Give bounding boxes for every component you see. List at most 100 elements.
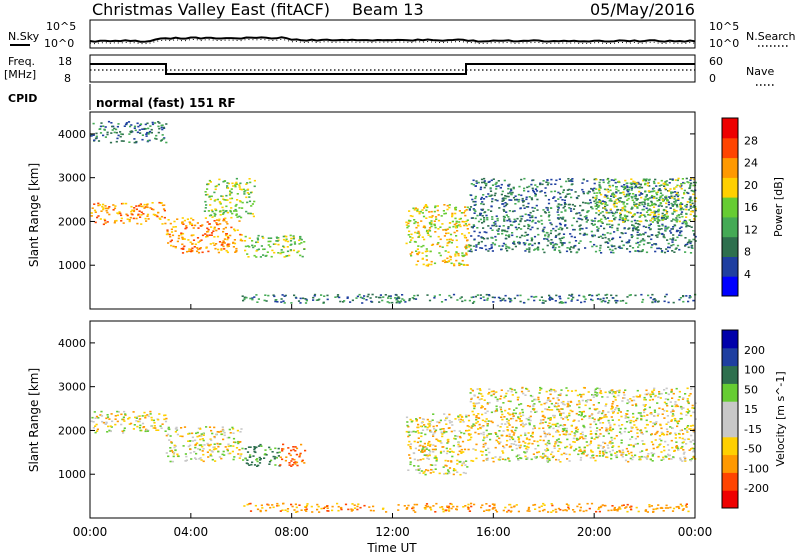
power-cells-cell-1: [92, 134, 95, 136]
power-cells-cell-5: [433, 223, 436, 226]
power-cells-cell-7: [638, 220, 641, 223]
power-cells-cell-7: [624, 215, 627, 217]
vel-cells-cell-5: [526, 456, 529, 459]
vel-cells-cell-5: [667, 398, 670, 401]
power-cells-cell-5: [466, 228, 469, 230]
vel-cells-cell-5: [569, 447, 572, 449]
power-cells-cell-2: [227, 237, 230, 239]
vel-cells-cell-1: [227, 443, 230, 446]
vel-cells-cell-5: [611, 449, 614, 452]
power-cells-cell-6: [472, 224, 475, 226]
power-cells-cell-6: [630, 187, 633, 190]
vel-cells-cell-0: [144, 416, 147, 419]
power-cells-cell-1: [94, 137, 98, 140]
power-cells-cell-6: [628, 239, 631, 241]
power-cells-cell-8: [386, 301, 389, 303]
power-cells-cell-5: [468, 244, 471, 246]
vel-cells-cell-5: [640, 418, 643, 421]
vel-cells-cell-0: [153, 422, 156, 424]
vel-cells-cell-5: [657, 445, 660, 448]
power-cells-cell-0: [116, 212, 119, 214]
power-cells-cell-8: [378, 296, 381, 299]
power-cells-cell-2: [225, 249, 228, 252]
vel-cells-cell-5: [680, 407, 684, 409]
vel-cells-cell-5: [498, 430, 501, 432]
power-cells-cell-6: [623, 188, 626, 191]
vel-cells-cell-0: [94, 431, 97, 434]
power-cells-cell-6: [688, 239, 691, 241]
power-cells-cell-3: [245, 183, 248, 185]
vel-cells-cell-6: [573, 511, 576, 513]
power-cells-cell-7: [646, 182, 650, 184]
vel-cells-cell-5: [625, 447, 628, 450]
vel-cells-cell-5: [595, 455, 598, 457]
vel-cells-cell-5: [503, 396, 506, 399]
power-cells-cell-5: [434, 216, 438, 218]
vel-cells-cell-6: [600, 505, 603, 508]
power-cells-cell-6: [481, 208, 485, 211]
power-cells-cell-7: [647, 202, 650, 205]
vel-cells-cell-6: [353, 504, 356, 506]
power-cells-cell-0: [135, 217, 138, 220]
power-cells-cell-6: [475, 244, 478, 246]
vel-cells-cell-5: [671, 397, 674, 399]
vel-cells-cell-5: [589, 426, 592, 429]
power-cells-cell-8: [486, 297, 489, 300]
power-cells-cell-0: [113, 207, 117, 210]
vel-cells-cell-6: [510, 510, 513, 512]
power-cells-cell-6: [693, 215, 696, 217]
vel-cells-cell-6: [491, 503, 494, 505]
power-cells-cell-2: [201, 251, 204, 254]
vel-cells-cell-5: [544, 443, 547, 445]
vel-cells-cell-5: [682, 441, 685, 443]
power-cells-cell-6: [482, 194, 485, 196]
power-cells-cell-6: [688, 198, 692, 200]
power-cells-cell-6: [684, 245, 687, 247]
power-cells-cell-7: [609, 208, 612, 211]
vel-cells-cell-4: [459, 460, 462, 463]
power-cells-cell-8: [361, 297, 364, 299]
power-cells-cell-6: [550, 190, 553, 193]
vel-cells-cell-6: [359, 506, 362, 509]
power-cells-cell-6: [561, 199, 564, 201]
vel-cells-cell-5: [674, 437, 677, 439]
vel-cells-cell-5: [469, 433, 472, 436]
power-cells-cell-5: [458, 218, 461, 220]
power-cells-cell-6: [671, 178, 674, 180]
power-cells-cell-5: [430, 263, 433, 266]
vel-cells-cell-4: [409, 443, 413, 445]
vel-cells-cell-0: [163, 418, 166, 421]
power-cells-cell-6: [608, 248, 612, 251]
vel-cells-cell-2: [244, 457, 247, 460]
power-cells-cell-6: [529, 211, 532, 214]
vel-cells-cell-6: [590, 502, 594, 505]
power-cells-cell-8: [504, 294, 507, 297]
vel-cells-cell-5: [506, 420, 509, 423]
vel-cells-cell-5: [595, 436, 598, 439]
power-cells-cell-5: [417, 245, 420, 247]
power-cells-cell-6: [563, 205, 566, 208]
power-cells-cell-6: [468, 209, 471, 211]
vel-cells-cell-5: [592, 404, 595, 406]
vel-cells-cell-5: [485, 418, 488, 420]
power-cells-cell-0: [91, 207, 94, 209]
power-cells-cell-6: [630, 183, 633, 186]
power-cells-cell-2: [226, 245, 229, 248]
power-cells-cell-4: [243, 240, 247, 242]
power-cells-cell-6: [538, 221, 541, 223]
vel-cells-cell-4: [413, 465, 416, 467]
vel-cells-cell-5: [612, 391, 615, 393]
power-cells-cell-6: [576, 251, 579, 253]
vel-cells-cell-6: [684, 504, 688, 507]
power-cells-cell-6: [508, 234, 511, 236]
vel-cells-cell-5: [524, 451, 527, 454]
vel-cells-cell-5: [691, 439, 695, 442]
power-cells-cell-6: [531, 226, 534, 229]
power-cells-cell-6: [635, 228, 638, 231]
vel-cells-cell-5: [597, 447, 600, 449]
power-cells-cell-0: [158, 217, 161, 220]
vel-cells-cell-5: [658, 435, 662, 437]
power-cells-cell-6: [609, 232, 612, 235]
vel-cells-cell-1: [211, 451, 214, 453]
vel-cells-cell-5: [677, 448, 680, 450]
